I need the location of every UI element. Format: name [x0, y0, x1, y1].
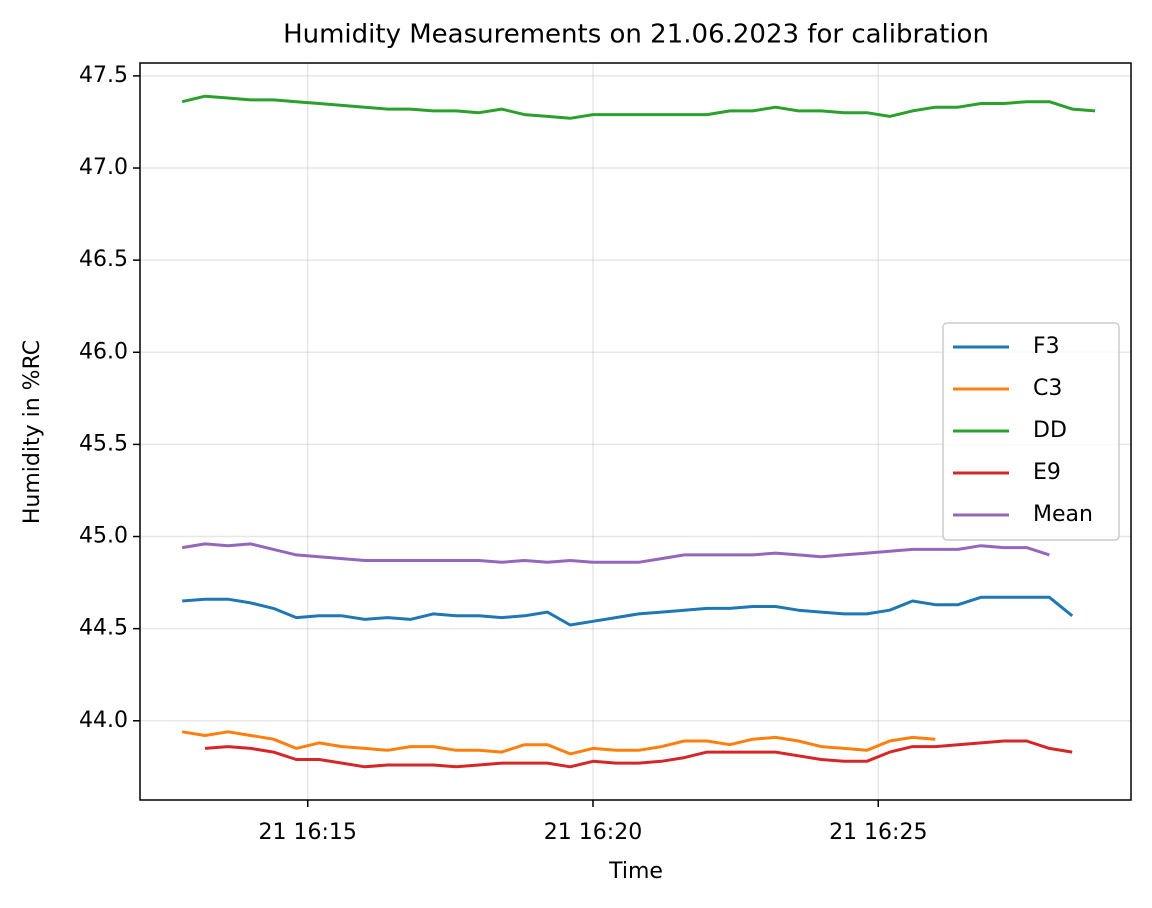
- x-tick-label: 21 16:15: [259, 820, 357, 845]
- y-tick-label: 44.5: [79, 616, 128, 641]
- plot-frame: [139, 62, 1132, 801]
- chart-title: Humidity Measurements on 21.06.2023 for …: [283, 20, 989, 50]
- x-tick-label: 21 16:25: [829, 820, 927, 845]
- legend-label: DD: [1033, 418, 1067, 443]
- data-line: [181, 542, 1050, 564]
- y-tick-label: 47.5: [79, 63, 128, 88]
- data-line: [204, 739, 1073, 769]
- data-line: [182, 595, 1074, 627]
- y-axis-label: Humidity in %RC: [20, 340, 45, 524]
- legend-label: F3: [1033, 334, 1060, 359]
- data-line: [181, 94, 1096, 120]
- legend-label: E9: [1033, 460, 1061, 485]
- y-tick-label: 47.0: [79, 155, 128, 180]
- x-tick-label: 21 16:20: [544, 820, 642, 845]
- y-tick-label: 45.5: [79, 431, 128, 456]
- y-tick-label: 44.0: [79, 708, 128, 733]
- legend-label: Mean: [1033, 502, 1093, 527]
- x-axis-label: Time: [608, 859, 663, 884]
- legend-box: [942, 322, 1120, 541]
- legend-label: C3: [1033, 376, 1062, 401]
- data-line: [181, 730, 936, 756]
- y-tick-label: 46.5: [79, 247, 128, 272]
- y-tick-label: 46.0: [79, 339, 128, 364]
- y-tick-label: 45.0: [79, 524, 128, 549]
